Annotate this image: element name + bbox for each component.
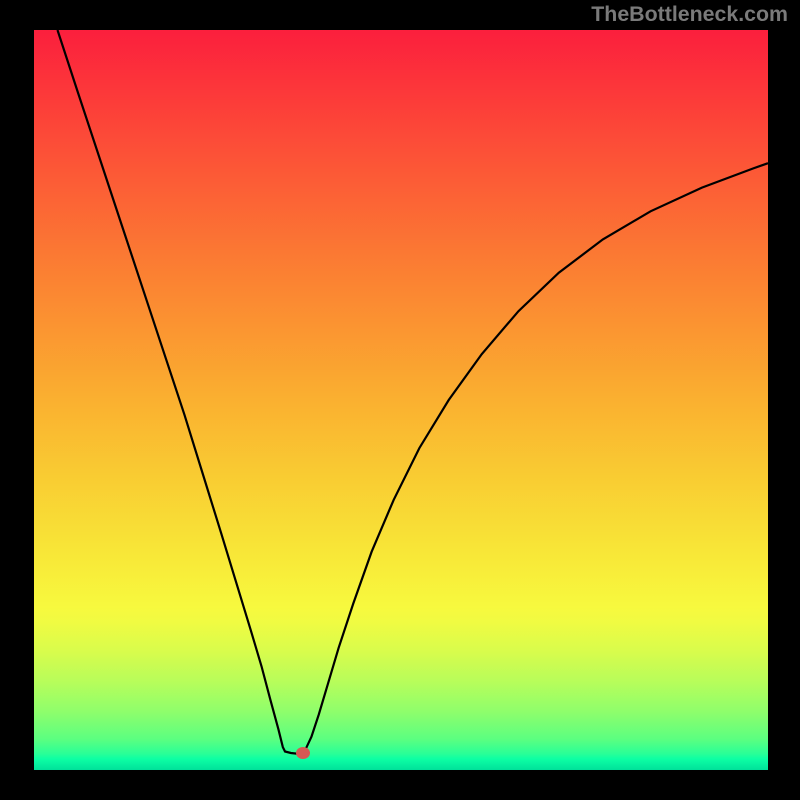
plot-area xyxy=(34,30,768,770)
watermark-text: TheBottleneck.com xyxy=(591,2,788,27)
optimum-marker xyxy=(296,747,310,759)
chart-frame: TheBottleneck.com xyxy=(0,0,800,800)
bottleneck-curve xyxy=(34,30,768,770)
